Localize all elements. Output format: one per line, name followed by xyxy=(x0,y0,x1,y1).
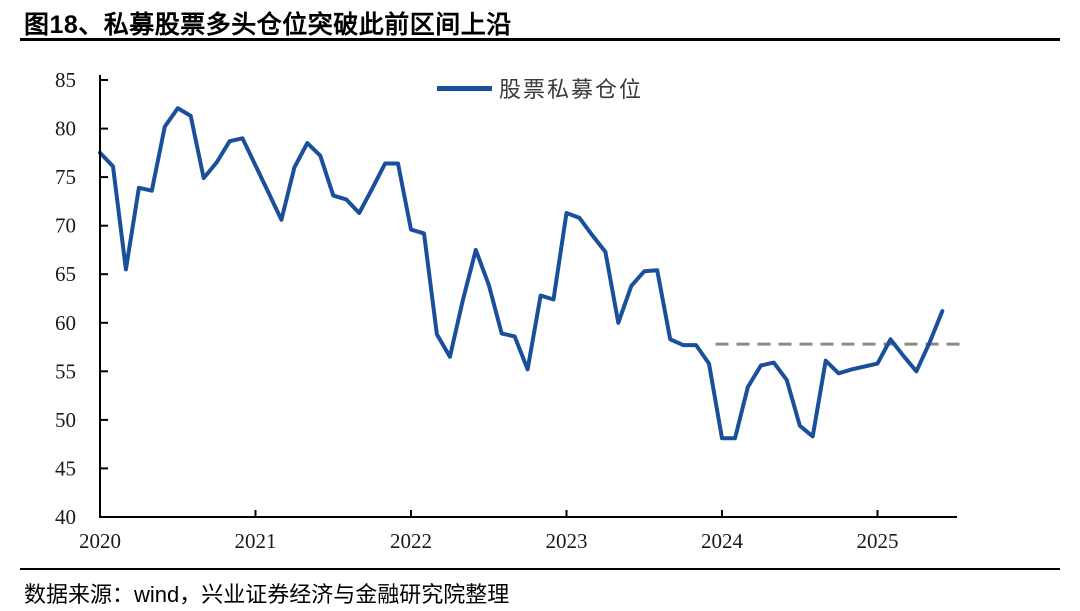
x-tick-label: 2022 xyxy=(390,529,432,553)
x-tick-label: 2024 xyxy=(701,529,744,553)
line-chart-canvas: 40 45 50 55 60 65 70 75 80 85 2020 2021 2022 2023 2024… xyxy=(55,68,963,553)
title-rule xyxy=(20,38,1060,41)
y-tick-label: 45 xyxy=(55,456,76,480)
x-tick-label: 2023 xyxy=(546,529,588,553)
y-tick-label: 65 xyxy=(55,262,76,286)
y-tick-label: 70 xyxy=(55,214,76,238)
figure-title: 图18、私募股票多头仓位突破此前区间上沿 xyxy=(24,11,512,39)
legend-line-swatch xyxy=(437,85,492,91)
y-tick-label: 75 xyxy=(55,165,76,189)
legend-label: 股票私募仓位 xyxy=(499,77,644,102)
y-tick-label: 50 xyxy=(55,408,76,432)
x-tick-label: 2025 xyxy=(857,529,899,553)
y-tick-label: 80 xyxy=(55,117,76,141)
x-tick-label: 2020 xyxy=(79,529,121,553)
chart-legend: 股票私募仓位 xyxy=(437,76,643,102)
y-tick-label: 55 xyxy=(55,359,76,383)
series-line xyxy=(98,106,945,441)
footer-rule xyxy=(20,568,1060,570)
data-source: 数据来源：wind，兴业证券经济与金融研究院整理 xyxy=(24,582,510,607)
chart-area: 40 45 50 55 60 65 70 75 80 85 2020 2021 2022 2023 2024… xyxy=(0,48,1080,563)
y-tick-label: 85 xyxy=(55,68,76,92)
y-tick-label: 60 xyxy=(55,311,76,335)
x-tick-label: 2021 xyxy=(235,529,277,553)
y-tick-label: 40 xyxy=(55,505,76,529)
